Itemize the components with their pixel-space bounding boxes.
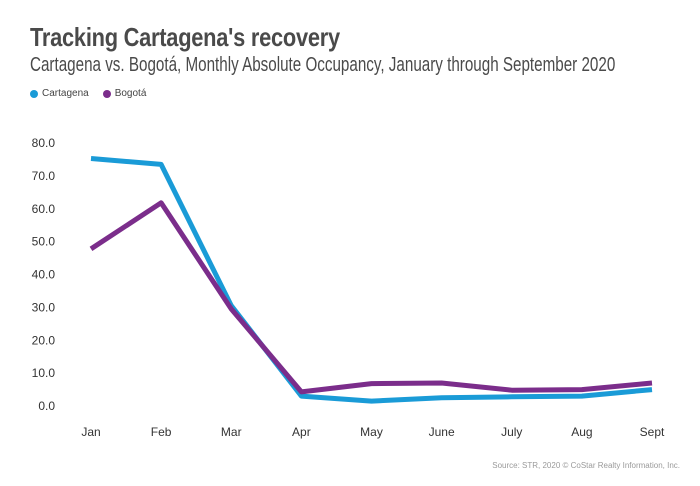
y-tick-label: 50.0 [32, 235, 56, 249]
x-tick-label: Mar [221, 425, 242, 439]
series-lines [89, 156, 653, 404]
source-note: Source: STR, 2020 © CoStar Realty Inform… [492, 461, 680, 470]
x-tick-label: Jan [81, 425, 100, 439]
legend-dot-cartagena [30, 89, 38, 98]
legend: Cartagena Bogotá [30, 88, 160, 99]
y-axis-ticks: 0.0 10.0 20.0 30.0 40.0 50.0 60.0 70.0 80.0 [32, 136, 56, 413]
x-tick-label: Apr [292, 425, 311, 439]
x-axis-ticks: Jan Feb Mar Apr May June July Aug Sept [81, 425, 665, 439]
x-tick-label: Aug [571, 425, 592, 439]
y-tick-label: 10.0 [32, 366, 56, 380]
x-tick-label: June [429, 425, 455, 439]
x-tick-label: July [501, 425, 522, 439]
series-line-cartagena [90, 156, 653, 404]
y-tick-label: 40.0 [32, 268, 56, 282]
chart-title: Tracking Cartagena's recovery [30, 22, 340, 52]
legend-dot-bogota [102, 89, 111, 98]
y-tick-label: 0.0 [38, 399, 55, 413]
chart-subtitle: Cartagena vs. Bogotá, Monthly Absolute O… [30, 54, 616, 76]
legend-item-bogota: Bogotá [102, 88, 147, 99]
x-tick-label: Feb [151, 425, 172, 439]
y-tick-label: 20.0 [32, 333, 56, 347]
y-tick-label: 30.0 [32, 300, 56, 314]
series-line-bogota [89, 200, 653, 395]
legend-item-cartagena: Cartagena [30, 88, 89, 99]
y-tick-label: 80.0 [32, 136, 56, 150]
x-tick-label: May [360, 425, 383, 439]
y-tick-label: 70.0 [32, 169, 56, 183]
legend-label-bogota: Bogotá [114, 88, 147, 99]
legend-label-cartagena: Cartagena [42, 88, 89, 99]
x-tick-label: Sept [640, 425, 665, 439]
y-tick-label: 60.0 [32, 202, 56, 216]
